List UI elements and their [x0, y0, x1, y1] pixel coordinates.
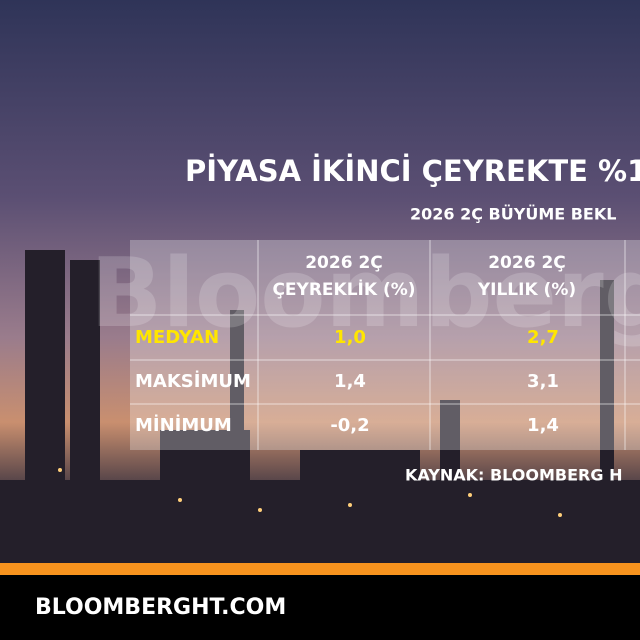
- source: KAYNAK: BLOOMBERG H: [405, 466, 622, 485]
- title: PİYASA İKİNCİ ÇEYREKTE %1: [185, 154, 640, 188]
- lights: [58, 468, 562, 517]
- table-header: 2026 2Ç ÇEYREKLİK (%) 2026 2Ç YILLIK (%): [272, 253, 576, 300]
- row-label: MAKSİMUM: [135, 370, 251, 392]
- table-panel: [130, 240, 640, 450]
- subtitle: 2026 2Ç BÜYÜME BEKL: [410, 205, 616, 224]
- table-body: MEDYAN 1,0 2,7 MAKSİMUM 1,4 3,1 MİNİMUM …: [135, 327, 559, 436]
- cell: 1,4: [527, 415, 559, 436]
- row-label: MİNİMUM: [135, 414, 232, 436]
- column-header: ÇEYREKLİK (%): [272, 278, 415, 300]
- cell: 1,0: [334, 327, 366, 348]
- row-label: MEDYAN: [135, 327, 219, 348]
- cell: -0,2: [330, 415, 369, 436]
- column-header: 2026 2Ç: [488, 253, 566, 273]
- table-lines: [130, 240, 640, 450]
- footer-bar: [0, 575, 640, 640]
- cell: 1,4: [334, 371, 366, 392]
- accent-bar: [0, 563, 640, 575]
- cell: 2,7: [527, 327, 559, 348]
- watermark: Bloomberg: [90, 239, 640, 349]
- footer-text: BLOOMBERGHT.COM: [35, 595, 286, 620]
- industry-silhouette: [0, 250, 640, 563]
- column-header: YILLIK (%): [477, 280, 576, 300]
- column-header: 2026 2Ç: [305, 253, 383, 273]
- cell: 3,1: [527, 371, 559, 392]
